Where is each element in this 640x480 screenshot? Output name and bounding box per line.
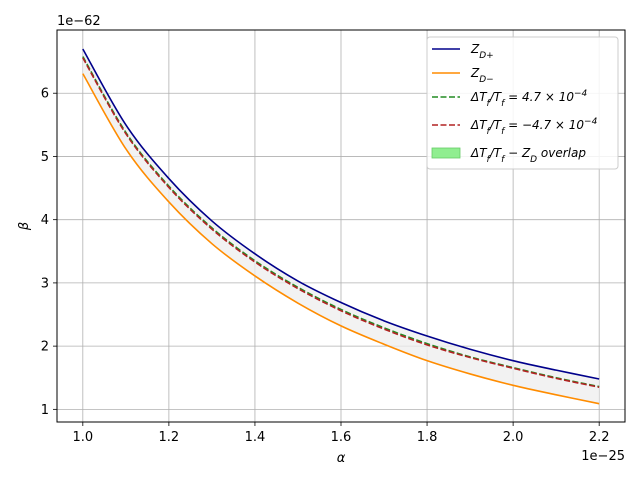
x-tick-label: 2.2 (589, 430, 610, 445)
ticks-layer: 1.0 1.2 1.4 1.6 1.8 2.0 2.2 1 2 3 4 5 6 (41, 87, 610, 445)
y-offset-label: 1e−62 (57, 14, 101, 29)
x-tick-label: 1.6 (331, 430, 352, 445)
legend-box (426, 36, 619, 170)
y-tick-label: 3 (41, 276, 49, 291)
x-tick-label: 1.2 (159, 430, 180, 445)
plot-frame (56, 29, 626, 423)
x-offset-label: 1e−25 (581, 449, 625, 464)
y-tick-label: 5 (41, 150, 49, 165)
y-tick-label: 6 (41, 87, 49, 102)
x-tick-label: 2.0 (503, 430, 524, 445)
y-tick-label: 4 (41, 213, 49, 228)
series-layer (82, 48, 600, 405)
x-tick-label: 1.8 (417, 430, 438, 445)
series-line-2 (82, 56, 600, 388)
x-tick-label: 1.4 (245, 430, 266, 445)
legend-swatch (431, 147, 461, 159)
x-axis-label: α (337, 451, 346, 466)
y-tick-label: 1 (41, 403, 49, 418)
y-axis-label: β (17, 222, 32, 231)
y-tick-label: 2 (41, 340, 49, 355)
series-line-0 (82, 48, 600, 380)
series-line-3 (82, 57, 600, 389)
series-line-1 (82, 73, 600, 405)
x-tick-label: 1.0 (72, 430, 93, 445)
